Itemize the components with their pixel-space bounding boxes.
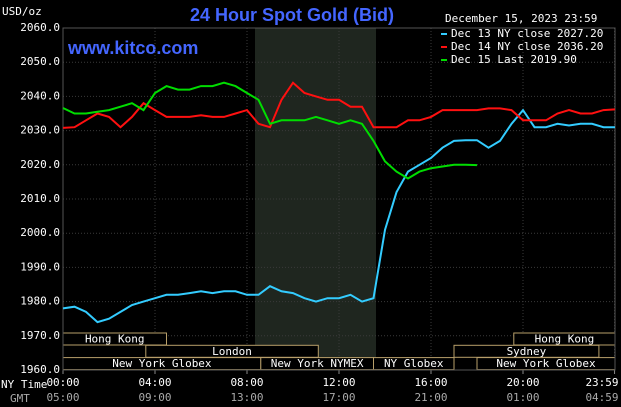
x2-tick-label: 01:00 — [506, 391, 539, 404]
session-label: New York Globex — [496, 357, 596, 370]
session-label: New York Globex — [112, 357, 212, 370]
legend-label: Dec 14 NY close 2036.20 — [451, 40, 603, 53]
x-tick-label: 12:00 — [322, 376, 355, 389]
series-line — [62, 81, 478, 180]
x-tick-label: 23:59 — [585, 376, 618, 389]
subtitle: www.kitco.com — [67, 38, 198, 58]
y-tick-label: 1990.0 — [20, 260, 60, 273]
x-row-label: NY Time — [1, 378, 47, 391]
x2-tick-label: 04:59 — [585, 391, 618, 404]
y-tick-label: 2050.0 — [20, 55, 60, 68]
y-tick-label: 2010.0 — [20, 192, 60, 205]
x-tick-label: 04:00 — [138, 376, 171, 389]
session-label: Hong Kong — [85, 333, 145, 346]
x2-tick-label: 05:00 — [46, 391, 79, 404]
series-line — [62, 108, 615, 324]
x2-tick-label: 09:00 — [138, 391, 171, 404]
x-tick-label: 16:00 — [414, 376, 447, 389]
session-label: NY Globex — [384, 357, 444, 370]
x2-tick-label: 21:00 — [414, 391, 447, 404]
x2-tick-label: 17:00 — [322, 391, 355, 404]
x-tick-label: 20:00 — [506, 376, 539, 389]
timestamp: December 15, 2023 23:59 — [445, 12, 597, 25]
y-tick-label: 2060.0 — [20, 21, 60, 34]
y-tick-label: 1960.0 — [20, 363, 60, 376]
series-line — [62, 81, 616, 129]
legend-label: Dec 13 NY close 2027.20 — [451, 27, 603, 40]
y-tick-label: 1970.0 — [20, 329, 60, 342]
legend-label: Dec 15 Last 2019.90 — [451, 53, 577, 66]
session-label: New York NYMEX — [271, 357, 364, 370]
y-tick-label: 2040.0 — [20, 89, 60, 102]
plot-frame — [62, 27, 616, 371]
session-label: London — [212, 345, 252, 358]
chart-title: 24 Hour Spot Gold (Bid) — [190, 5, 394, 25]
y-label: USD/oz — [2, 5, 42, 18]
x-tick-label: 08:00 — [230, 376, 263, 389]
y-tick-label: 2030.0 — [20, 124, 60, 137]
x2-row-label: GMT — [10, 392, 30, 405]
x-tick-label: 00:00 — [46, 376, 79, 389]
y-tick-label: 2000.0 — [20, 226, 60, 239]
y-tick-label: 2020.0 — [20, 158, 60, 171]
y-tick-label: 1980.0 — [20, 295, 60, 308]
x2-tick-label: 13:00 — [230, 391, 263, 404]
session-label: Hong Kong — [535, 333, 595, 346]
session-label: Sydney — [507, 345, 547, 358]
